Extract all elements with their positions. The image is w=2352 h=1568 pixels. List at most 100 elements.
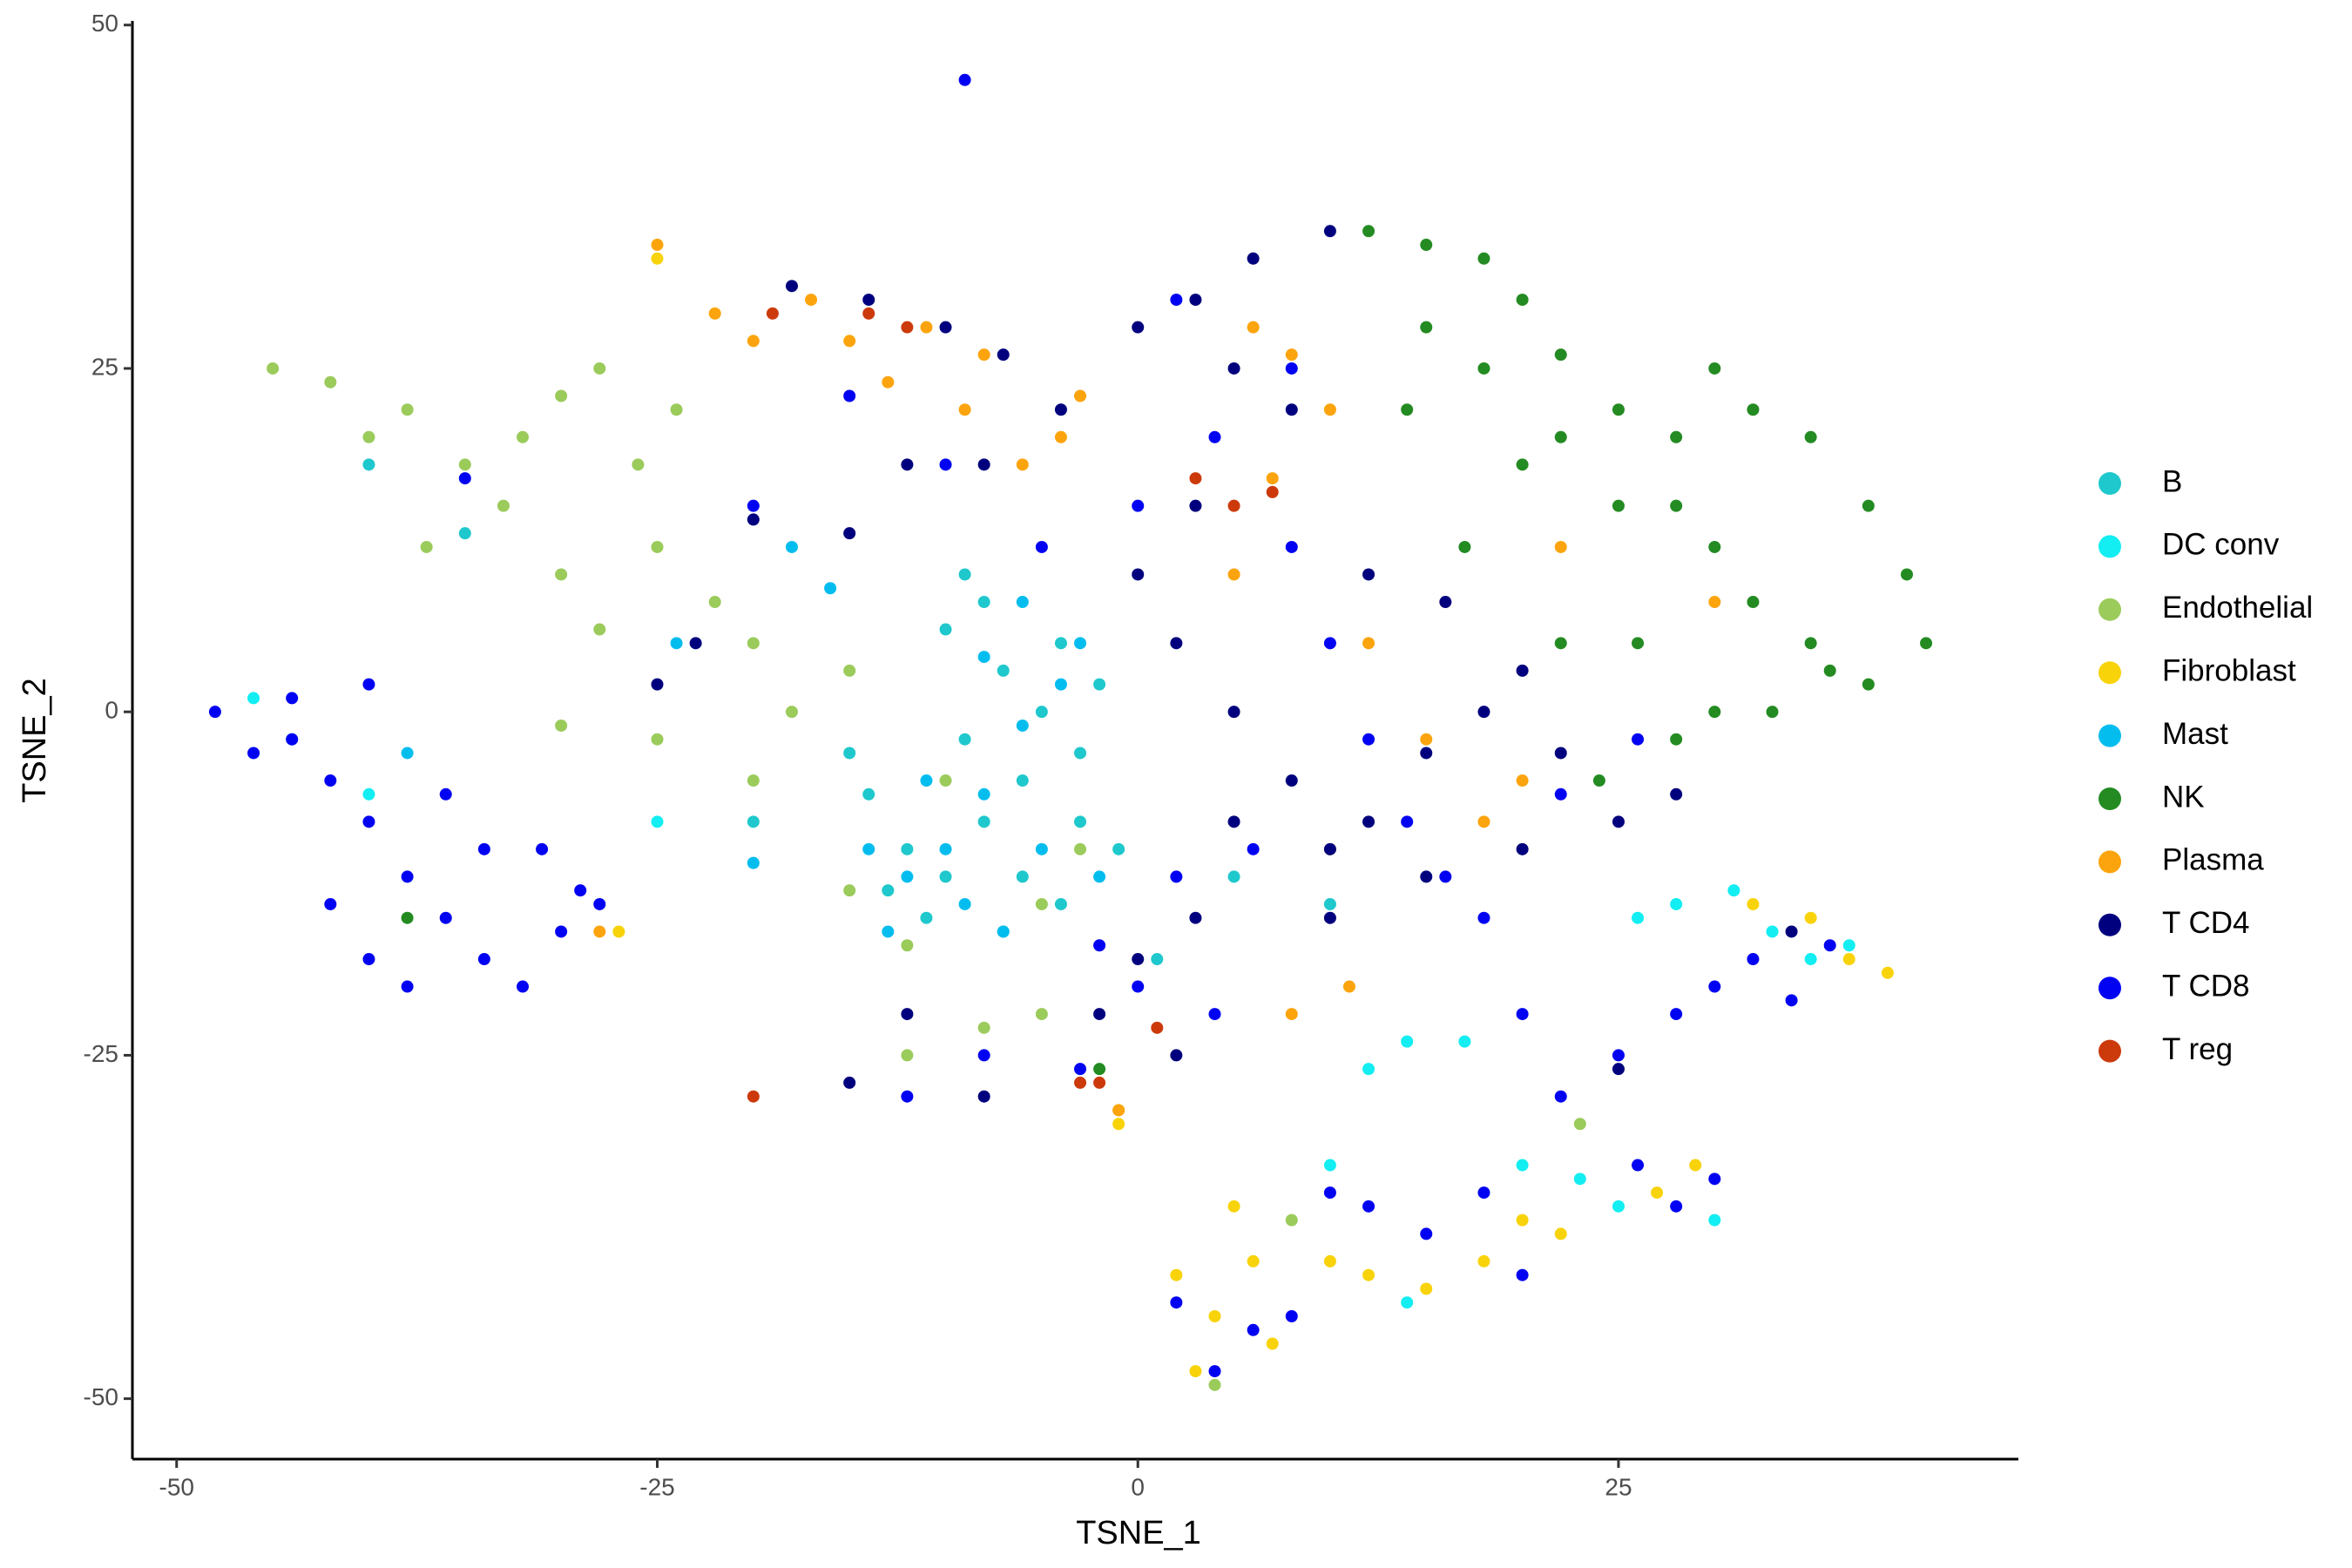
point xyxy=(958,73,971,86)
point xyxy=(1054,403,1067,416)
point xyxy=(843,1076,856,1089)
point xyxy=(401,870,414,883)
point xyxy=(593,623,606,636)
point xyxy=(267,362,280,375)
point xyxy=(1323,911,1336,924)
legend-swatch xyxy=(2099,977,2121,1000)
point xyxy=(843,884,856,897)
point xyxy=(1401,403,1414,416)
legend-label: NK xyxy=(2162,780,2205,814)
point xyxy=(1632,1159,1645,1172)
point xyxy=(1132,953,1145,966)
x-axis-title: TSNE_1 xyxy=(1076,1515,1201,1551)
point xyxy=(747,856,760,869)
x-tick-label: 0 xyxy=(1131,1473,1145,1500)
point xyxy=(958,897,971,910)
legend-label: Plasma xyxy=(2162,843,2264,877)
point xyxy=(612,925,625,938)
point xyxy=(1823,939,1836,952)
point xyxy=(1612,1063,1625,1076)
point xyxy=(901,939,914,952)
point xyxy=(1323,1159,1336,1172)
point xyxy=(997,348,1010,362)
point xyxy=(1477,911,1490,924)
point xyxy=(1477,815,1490,828)
point xyxy=(1170,1268,1183,1281)
point xyxy=(843,747,856,760)
point xyxy=(401,911,414,924)
point xyxy=(1573,1173,1586,1186)
point xyxy=(1170,1049,1183,1062)
point xyxy=(1554,637,1567,650)
point xyxy=(1804,911,1817,924)
point xyxy=(517,430,530,443)
point xyxy=(247,747,260,760)
point xyxy=(977,1049,990,1062)
point xyxy=(1266,485,1279,498)
point xyxy=(1554,787,1567,801)
point xyxy=(1554,1227,1567,1240)
point xyxy=(1670,430,1683,443)
y-tick-label: 50 xyxy=(91,10,118,37)
point xyxy=(1477,1254,1490,1267)
point xyxy=(1554,1090,1567,1103)
point xyxy=(785,540,798,553)
point xyxy=(1766,706,1779,719)
point xyxy=(651,239,664,252)
point xyxy=(824,582,837,595)
point xyxy=(1708,1173,1721,1186)
point xyxy=(1362,637,1375,650)
point xyxy=(747,774,760,787)
point xyxy=(1708,362,1721,375)
point xyxy=(1227,499,1240,512)
point xyxy=(362,815,375,828)
point xyxy=(1420,870,1433,883)
point xyxy=(439,787,452,801)
point xyxy=(1285,362,1298,375)
point xyxy=(1189,911,1202,924)
point xyxy=(1093,678,1106,691)
y-tick-label: -50 xyxy=(84,1383,118,1410)
point xyxy=(1151,1021,1164,1034)
point xyxy=(1112,842,1125,855)
point xyxy=(324,897,337,910)
point xyxy=(1516,458,1529,471)
point xyxy=(324,375,337,389)
legend-label: T reg xyxy=(2162,1032,2233,1066)
point xyxy=(1632,637,1645,650)
point xyxy=(1227,815,1240,828)
point xyxy=(593,897,606,910)
point xyxy=(1074,1076,1087,1089)
point xyxy=(1112,1118,1125,1131)
point xyxy=(574,884,587,897)
point xyxy=(1362,815,1375,828)
point xyxy=(977,348,990,362)
point xyxy=(555,719,568,732)
point xyxy=(1208,1378,1221,1391)
point xyxy=(1516,664,1529,677)
point xyxy=(939,321,952,334)
point xyxy=(1785,994,1798,1007)
point xyxy=(689,637,702,650)
x-tick-label: -25 xyxy=(639,1473,674,1500)
point xyxy=(1766,925,1779,938)
point xyxy=(1285,348,1298,362)
legend-label: T CD4 xyxy=(2162,906,2250,940)
point xyxy=(1054,897,1067,910)
point xyxy=(1804,637,1817,650)
point xyxy=(362,430,375,443)
point xyxy=(1900,568,1913,581)
legend-swatch xyxy=(2099,1039,2121,1063)
point xyxy=(920,774,933,787)
point xyxy=(1804,953,1817,966)
point xyxy=(1554,430,1567,443)
point xyxy=(1401,815,1414,828)
point xyxy=(1323,1254,1336,1267)
point xyxy=(1132,499,1145,512)
point xyxy=(1285,403,1298,416)
point xyxy=(477,953,490,966)
point xyxy=(1439,596,1452,609)
point xyxy=(1323,842,1336,855)
